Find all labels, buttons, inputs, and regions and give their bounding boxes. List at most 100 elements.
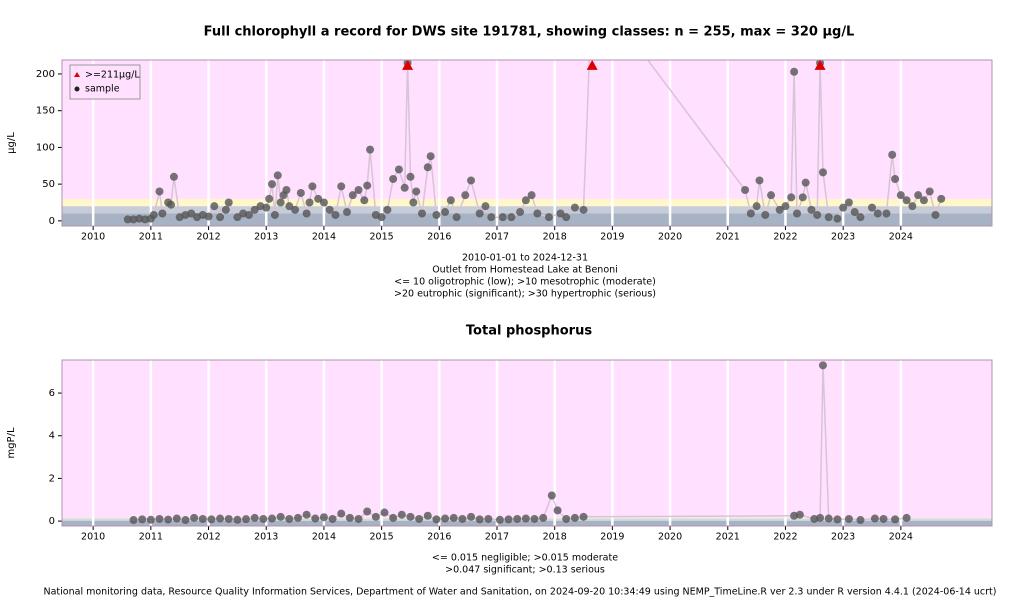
- sample-point: [337, 509, 346, 518]
- sample-point: [224, 514, 233, 523]
- x-tick-label: 2021: [716, 532, 740, 543]
- sample-point: [406, 172, 415, 181]
- sample-point: [426, 152, 435, 161]
- sample-point: [539, 513, 548, 522]
- sample-point: [507, 213, 516, 222]
- sample-point: [888, 150, 897, 159]
- x-tick-label: 2012: [196, 232, 220, 243]
- x-tick-label: 2012: [196, 532, 220, 543]
- sample-point: [167, 200, 176, 209]
- x-tick-label: 2019: [600, 532, 624, 543]
- sample-point: [467, 512, 476, 521]
- x-tick-label: 2024: [889, 532, 913, 543]
- sample-point: [400, 183, 409, 192]
- x-tick-label: 2023: [831, 532, 855, 543]
- x-tick-label: 2011: [139, 232, 163, 243]
- sample-point: [498, 213, 507, 222]
- sample-point: [389, 513, 398, 522]
- sample-point: [129, 516, 138, 525]
- sample-point: [273, 171, 282, 180]
- sample-point: [354, 514, 363, 523]
- sample-point: [527, 191, 536, 200]
- sample-point: [285, 514, 294, 523]
- note: <= 0.015 negligible; >0.015 moderate: [432, 553, 618, 564]
- sample-point: [458, 514, 467, 523]
- sample-point: [389, 174, 398, 183]
- sample-point: [902, 513, 911, 522]
- sample-point: [360, 196, 369, 205]
- sample-point: [397, 510, 406, 519]
- sample-point: [925, 187, 934, 196]
- sample-point: [544, 213, 553, 222]
- sample-point: [155, 514, 164, 523]
- sample-point: [579, 512, 588, 521]
- sample-point: [533, 209, 542, 218]
- sample-point: [521, 514, 530, 523]
- sample-point: [233, 515, 242, 524]
- x-tick-label: 2015: [370, 232, 394, 243]
- sample-point: [579, 205, 588, 214]
- sample-point: [268, 180, 276, 189]
- sample-point: [262, 203, 271, 212]
- sample-point: [755, 176, 764, 185]
- sample-point: [187, 209, 196, 218]
- sample-point: [824, 213, 833, 222]
- sample-point: [801, 178, 810, 187]
- sample-point: [216, 514, 225, 523]
- sample-point: [441, 208, 450, 217]
- sample-point: [291, 205, 300, 214]
- legend-label: >=211µg/L: [85, 70, 140, 81]
- sample-point: [383, 205, 392, 214]
- y-tick-label: 6: [49, 388, 55, 399]
- sample-point: [319, 198, 328, 207]
- sample-point: [746, 209, 755, 218]
- sample-point: [123, 215, 132, 224]
- sample-point: [293, 513, 302, 522]
- y-tick-label: 2: [49, 473, 55, 484]
- sample-point: [790, 67, 799, 76]
- sample-point: [242, 515, 251, 524]
- sample-point: [870, 514, 879, 523]
- exceedance-marker: [586, 60, 598, 70]
- sample-point: [331, 210, 340, 219]
- sample-point: [795, 510, 804, 519]
- x-tick-label: 2013: [254, 532, 278, 543]
- sample-point: [446, 196, 455, 205]
- sample-point: [818, 168, 827, 177]
- sample-point: [767, 191, 776, 200]
- x-tick-label: 2018: [543, 232, 567, 243]
- x-tick-label: 2013: [254, 232, 278, 243]
- sample-point: [302, 510, 311, 519]
- x-tick-label: 2021: [716, 232, 740, 243]
- sample-point: [210, 202, 219, 211]
- sample-point: [198, 514, 207, 523]
- y-tick-label: 0: [49, 216, 55, 227]
- sample-point: [415, 514, 424, 523]
- sample-point: [377, 213, 386, 222]
- sample-point: [348, 191, 357, 200]
- class-band: [62, 206, 992, 214]
- sample-point: [813, 210, 822, 219]
- sample-point: [164, 515, 173, 524]
- sample-point: [169, 172, 178, 181]
- sample-point: [155, 187, 164, 196]
- sample-point: [833, 214, 842, 223]
- sample-point: [409, 198, 418, 207]
- class-band: [62, 360, 992, 519]
- sample-point: [547, 491, 556, 500]
- x-tick-label: 2010: [81, 532, 105, 543]
- sample-point: [308, 182, 317, 191]
- note: 2010-01-01 to 2024-12-31: [462, 253, 588, 264]
- y-axis-label: mgP/L: [6, 427, 17, 458]
- sample-point: [366, 145, 375, 154]
- sample-point: [487, 213, 496, 222]
- sample-point: [149, 210, 158, 219]
- chart-title: Full chlorophyll a record for DWS site 1…: [204, 25, 855, 40]
- sample-point: [816, 513, 825, 522]
- sample-point: [172, 514, 181, 523]
- legend-box: [69, 64, 141, 100]
- sample-point: [423, 511, 432, 520]
- sample-point: [833, 515, 842, 524]
- x-tick-label: 2016: [427, 532, 451, 543]
